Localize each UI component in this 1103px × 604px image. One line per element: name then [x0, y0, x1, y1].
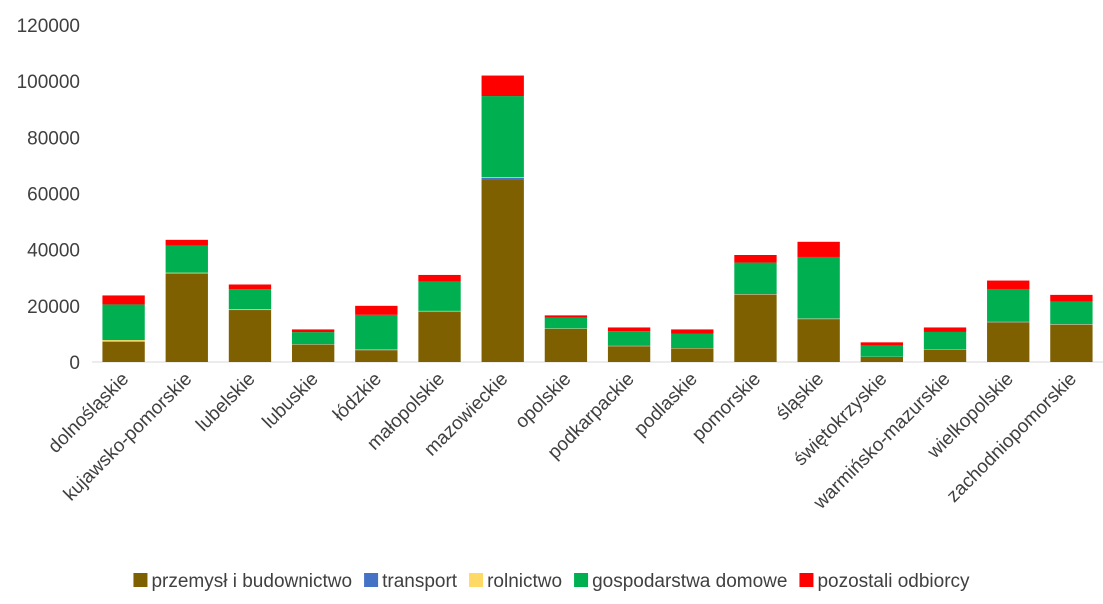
legend-swatch [133, 573, 147, 587]
x-tick-label: śląskie [772, 369, 828, 425]
bar-segment-transport [418, 311, 460, 312]
bar-segment-przemysł-i-budownictwo [482, 180, 524, 362]
bar-segment-gospodarstwa-domowe [418, 282, 460, 311]
bar-segment-gospodarstwa-domowe [608, 331, 650, 346]
bar-segment-rolnictwo [482, 177, 524, 178]
bar-segment-przemysł-i-budownictwo [797, 319, 839, 362]
legend-label: gospodarstwa domowe [592, 571, 787, 592]
bar-segment-pozostali-odbiorcy [418, 275, 460, 282]
y-tick-label: 100000 [17, 72, 80, 93]
bar-segment-gospodarstwa-domowe [671, 333, 713, 348]
legend-item: rolnictwo [469, 571, 562, 592]
bar-segment-transport [797, 319, 839, 320]
bar-segment-przemysł-i-budownictwo [1050, 325, 1092, 362]
bar-segment-pozostali-odbiorcy [292, 329, 334, 332]
x-tick-label: lubelskie [192, 369, 259, 436]
bar-segment-przemysł-i-budownictwo [292, 345, 334, 362]
x-tick-label: łódzkie [329, 369, 386, 426]
bar-segment-gospodarstwa-domowe [166, 246, 208, 273]
bar-segment-gospodarstwa-domowe [545, 318, 587, 329]
legend-swatch [364, 573, 378, 587]
bar-segment-pozostali-odbiorcy [987, 281, 1029, 289]
bar-segment-gospodarstwa-domowe [797, 257, 839, 319]
bar-segment-przemysł-i-budownictwo [671, 349, 713, 362]
legend-swatch [469, 573, 483, 587]
bar-segment-gospodarstwa-domowe [102, 304, 144, 340]
bar-segment-pozostali-odbiorcy [797, 242, 839, 257]
legend-item: przemysł i budownictwo [133, 571, 352, 592]
legend-label: transport [382, 571, 458, 592]
bar-segment-gospodarstwa-domowe [482, 96, 524, 177]
bar-segment-gospodarstwa-domowe [861, 345, 903, 356]
bar-segment-gospodarstwa-domowe [924, 332, 966, 350]
bar-segment-rolnictwo [418, 311, 460, 312]
bar-segment-przemysł-i-budownictwo [166, 274, 208, 362]
bar-segment-gospodarstwa-domowe [355, 315, 397, 350]
legend-swatch [799, 573, 813, 587]
legend-item: gospodarstwa domowe [574, 571, 787, 592]
x-tick-label: lubuskie [259, 369, 323, 433]
bar-segment-pozostali-odbiorcy [671, 329, 713, 333]
bar-segment-pozostali-odbiorcy [1050, 295, 1092, 302]
bar-segment-przemysł-i-budownictwo [355, 350, 397, 362]
y-tick-label: 60000 [27, 185, 80, 206]
bar-segment-transport [482, 178, 524, 180]
y-tick-label: 0 [69, 353, 80, 374]
y-tick-label: 20000 [27, 297, 80, 318]
legend-label: pozostali odbiorcy [817, 571, 970, 592]
bar-segment-gospodarstwa-domowe [1050, 302, 1092, 324]
legend-label: rolnictwo [487, 571, 562, 592]
bar-segment-przemysł-i-budownictwo [734, 295, 776, 362]
bar-segment-przemysł-i-budownictwo [229, 310, 271, 362]
x-tick-label: kujawsko-pomorskie [60, 369, 197, 506]
bar-segment-pozostali-odbiorcy [166, 240, 208, 246]
bar-segment-przemysł-i-budownictwo [987, 322, 1029, 362]
x-tick-label: opolskie [511, 369, 575, 433]
bar-segment-pozostali-odbiorcy [734, 255, 776, 263]
bar-segment-gospodarstwa-domowe [734, 263, 776, 294]
legend-swatch [574, 573, 588, 587]
x-tick-label: pomorskie [688, 369, 765, 446]
bar-segment-pozostali-odbiorcy [545, 315, 587, 317]
bar-segment-przemysł-i-budownictwo [608, 346, 650, 362]
bar-segment-rolnictwo [355, 350, 397, 351]
bar-segment-przemysł-i-budownictwo [924, 350, 966, 362]
legend: przemysł i budownictwo transport rolnictwo… [133, 571, 970, 592]
bars-group [102, 76, 1092, 362]
bar-segment-rolnictwo [102, 340, 144, 341]
bar-segment-pozostali-odbiorcy [608, 327, 650, 331]
y-tick-label: 80000 [27, 128, 80, 149]
bar-segment-pozostali-odbiorcy [861, 342, 903, 345]
x-tick-label: zachodniopomorskie [943, 369, 1081, 507]
legend-item: transport [364, 571, 458, 592]
y-tick-label: 40000 [27, 241, 80, 262]
bar-segment-pozostali-odbiorcy [229, 284, 271, 289]
bar-segment-przemysł-i-budownictwo [418, 312, 460, 362]
bar-segment-pozostali-odbiorcy [355, 306, 397, 315]
legend-item: pozostali odbiorcy [799, 571, 970, 592]
y-tick-label: 120000 [17, 16, 80, 37]
bar-segment-pozostali-odbiorcy [102, 295, 144, 304]
bar-segment-przemysł-i-budownictwo [545, 329, 587, 362]
bar-segment-gospodarstwa-domowe [229, 289, 271, 309]
legend-label: przemysł i budownictwo [151, 571, 352, 592]
bar-segment-rolnictwo [229, 309, 271, 310]
bar-segment-pozostali-odbiorcy [924, 327, 966, 331]
bar-segment-gospodarstwa-domowe [987, 289, 1029, 322]
y-axis: 0 20000 40000 60000 80000 100000 120000 [17, 16, 80, 374]
bar-segment-przemysł-i-budownictwo [102, 342, 144, 362]
bar-segment-rolnictwo [166, 273, 208, 274]
bar-segment-gospodarstwa-domowe [292, 332, 334, 344]
bar-segment-pozostali-odbiorcy [482, 76, 524, 97]
bar-segment-przemysł-i-budownictwo [861, 357, 903, 362]
